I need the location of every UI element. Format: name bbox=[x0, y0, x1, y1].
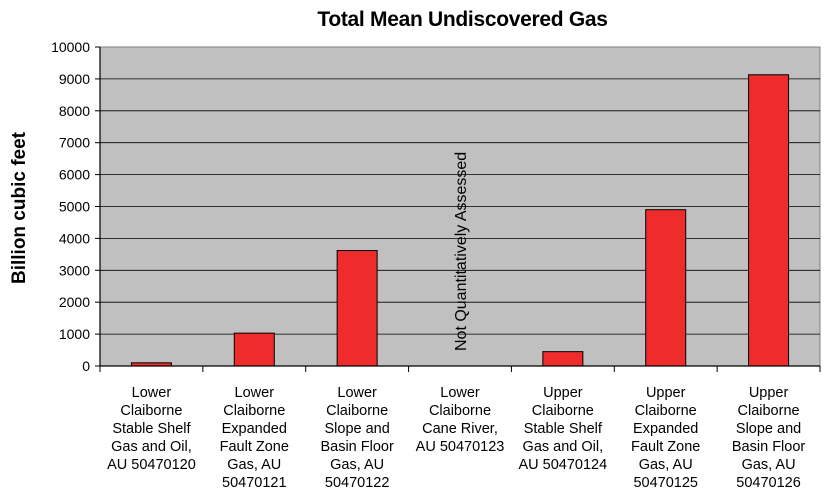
x-category-label-line: Fault Zone bbox=[219, 439, 289, 455]
bar bbox=[542, 351, 584, 367]
x-category-label-line: Claiborne bbox=[326, 403, 389, 419]
y-tick-label: 5000 bbox=[59, 199, 90, 215]
x-category-label-line: Claiborne bbox=[120, 403, 183, 419]
x-category-label: Upper Claiborne Slope and Basin Floor Gas, A… bbox=[719, 384, 819, 492]
grid-lines bbox=[100, 78, 820, 335]
x-category-label-line: Claiborne bbox=[634, 403, 697, 419]
x-category-label-line: Fault Zone bbox=[631, 439, 701, 455]
x-category-label: Upper Claiborne Stable Shelf Gas and Oil, AU… bbox=[513, 384, 613, 474]
x-category-label-line: Lower bbox=[337, 385, 377, 401]
x-category-label-line: Stable Shelf bbox=[112, 421, 191, 437]
x-category-label: Lower Claiborne Stable Shelf Gas and Oil, AU… bbox=[101, 384, 201, 474]
y-tick-label: 2000 bbox=[59, 294, 90, 310]
x-category-label: Lower Claiborne Cane River, AU 50470123 bbox=[410, 384, 510, 456]
chart-title: Total Mean Undiscovered Gas bbox=[317, 8, 608, 31]
bar bbox=[233, 332, 275, 367]
y-tick-label: 0 bbox=[82, 358, 90, 374]
x-category-label-line: 50470125 bbox=[633, 475, 698, 491]
x-category-label-line: Upper bbox=[645, 385, 686, 401]
x-category-label: Lower Claiborne Slope and Basin Floor Gas, A… bbox=[307, 384, 407, 492]
x-category-label-line: Gas, AU bbox=[638, 457, 693, 473]
x-category-label-line: Gas, AU bbox=[330, 457, 385, 473]
y-tick-label: 10000 bbox=[51, 39, 90, 55]
x-category-label-line: Slope and bbox=[324, 421, 390, 437]
x-category-label-line: 50470126 bbox=[736, 475, 801, 491]
y-tick-label: 8000 bbox=[59, 103, 90, 119]
x-category-label-line: Lower bbox=[234, 385, 275, 401]
x-category-label-line: Claiborne bbox=[223, 403, 286, 419]
x-category-label-line: Gas, AU bbox=[227, 457, 282, 473]
x-category-label-line: Lower bbox=[131, 385, 172, 401]
x-category-label-line: Basin Floor bbox=[320, 439, 394, 455]
x-category-label-line: 50470122 bbox=[324, 475, 390, 491]
x-category-label-line: AU 50470123 bbox=[415, 439, 505, 455]
bars bbox=[130, 74, 790, 367]
x-category-label-line: 50470121 bbox=[222, 475, 287, 491]
x-category-label-line: Claiborne bbox=[531, 403, 594, 419]
x-axis-ticks bbox=[99, 366, 821, 372]
x-category-label: Lower Claiborne Expanded Fault Zone Gas, AU 5… bbox=[204, 384, 304, 492]
y-tick-label: 6000 bbox=[59, 167, 90, 183]
x-category-label-line: Slope and bbox=[735, 421, 802, 437]
y-axis-ticks: 0 1000 2000 3000 4000 5000 6000 7000 8000 9000 100… bbox=[51, 39, 100, 374]
x-category-label-line: AU 50470124 bbox=[518, 457, 608, 473]
x-category-label-line: Upper bbox=[748, 385, 789, 401]
x-category-label-line: Cane River, bbox=[422, 421, 498, 437]
x-category-label-line: Expanded bbox=[633, 421, 699, 437]
x-category-label-line: Upper bbox=[543, 385, 583, 401]
x-category-label-line: Claiborne bbox=[737, 403, 800, 419]
x-category-label-line: AU 50470120 bbox=[107, 457, 196, 473]
annotation-not-assessed: Not Quantitatively Assessed bbox=[453, 152, 470, 351]
bar bbox=[748, 74, 790, 367]
x-category-label-line: Gas and Oil, bbox=[522, 439, 604, 455]
bar bbox=[645, 209, 687, 367]
y-tick-label: 7000 bbox=[59, 135, 90, 151]
y-tick-label: 9000 bbox=[59, 71, 90, 87]
y-tick-label: 3000 bbox=[59, 262, 90, 278]
x-category-label: Upper Claiborne Expanded Fault Zone Gas, AU 5… bbox=[616, 384, 716, 492]
x-category-label-line: Gas, AU bbox=[741, 457, 796, 473]
annotations: Not Quantitatively Assessed bbox=[453, 152, 470, 351]
x-category-label-line: Stable Shelf bbox=[523, 421, 602, 437]
x-category-label-line: Gas and Oil, bbox=[111, 439, 192, 455]
x-category-label-line: Expanded bbox=[221, 421, 287, 437]
x-category-label-line: Basin Floor bbox=[731, 439, 806, 455]
bar bbox=[336, 250, 378, 367]
y-tick-label: 1000 bbox=[59, 326, 90, 342]
x-category-label-line: Lower bbox=[440, 385, 480, 401]
x-category-label-line: Claiborne bbox=[428, 403, 492, 419]
y-tick-label: 4000 bbox=[59, 230, 90, 246]
